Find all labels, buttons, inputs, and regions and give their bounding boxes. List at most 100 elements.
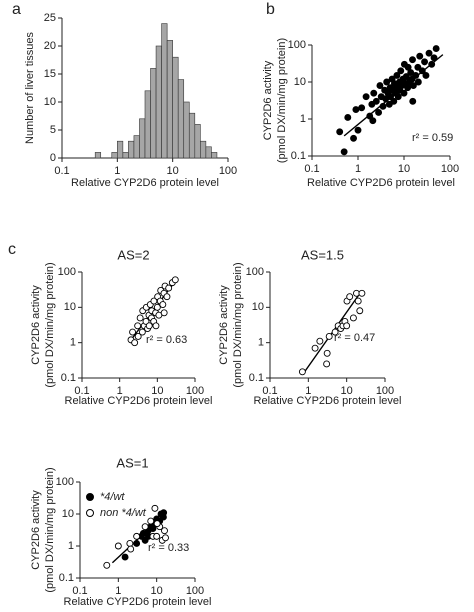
point [134, 322, 142, 330]
point [311, 344, 319, 352]
annotation: r² = 0.63 [146, 334, 187, 346]
y-tick-label: 5 [50, 124, 56, 136]
point [323, 349, 331, 357]
y-axis-title: (pmol DX/min/mg protein) [232, 262, 244, 387]
x-tick-label: 0.1 [72, 585, 87, 597]
bar [122, 152, 129, 159]
point [394, 93, 402, 101]
point [152, 322, 160, 330]
y-tick-label: 20 [44, 40, 56, 52]
annotation: r² = 0.59 [412, 132, 453, 144]
point [393, 72, 401, 79]
y-tick-label: 0.1 [59, 572, 74, 584]
bar [155, 45, 162, 159]
bar [161, 23, 168, 159]
y-tick-label: 100 [288, 39, 306, 51]
bar [211, 152, 218, 159]
y-tick-label: 0 [50, 152, 56, 164]
x-tick-label: 0.1 [262, 385, 277, 397]
point [370, 89, 378, 97]
annotation: r² = 0.47 [334, 332, 375, 344]
bar [183, 101, 190, 159]
point [136, 314, 144, 322]
point [349, 314, 357, 322]
point [133, 532, 141, 540]
point [153, 303, 161, 311]
y-tick-label: 0.1 [249, 372, 264, 384]
y-axis-title: (pmol DX/min/mg protein) [44, 262, 56, 387]
bar [205, 146, 212, 159]
chart-title: AS=1 [116, 455, 148, 470]
point [344, 114, 352, 121]
point [418, 67, 426, 75]
point [383, 78, 391, 86]
point [425, 49, 433, 57]
y-axis-title: CYP2D6 activity [262, 60, 274, 140]
y-tick-label: 10 [294, 76, 306, 88]
point [343, 322, 351, 330]
y-tick-label: 100 [58, 266, 76, 278]
point [346, 293, 354, 301]
point [331, 328, 339, 336]
point [414, 63, 422, 71]
x-tick-label: 0.1 [54, 165, 69, 177]
bar [166, 40, 173, 159]
x-tick-label: 1 [115, 585, 121, 597]
annotation: r² = 0.33 [148, 542, 189, 554]
point [372, 97, 380, 105]
point [414, 78, 422, 86]
y-axis-title: CYP2D6 activity [218, 285, 230, 365]
point [422, 72, 430, 79]
x-axis-title: Relative CYP2D6 protein level [307, 177, 455, 189]
point [161, 527, 168, 535]
point [325, 332, 333, 340]
point [358, 289, 366, 297]
point [354, 126, 362, 134]
point [409, 56, 416, 64]
y-axis-title: (pmol DX/min/mg protein) [44, 467, 56, 592]
x-axis-title: Relative CYP2D6 protein level [71, 177, 219, 189]
panel-label: c [8, 241, 16, 258]
y-tick-label: 1 [258, 337, 264, 349]
x-tick-label: 1 [114, 165, 120, 177]
point [121, 553, 129, 561]
y-tick-label: 10 [64, 301, 76, 313]
bar [150, 68, 157, 159]
point [153, 532, 161, 540]
y-tick-label: 100 [246, 266, 264, 278]
point [160, 309, 168, 317]
point [354, 297, 362, 305]
point [133, 540, 141, 547]
legend-label: *4/wt [100, 491, 125, 503]
bar [188, 112, 196, 159]
y-axis-title: (pmol DX/min/mg protein) [276, 38, 288, 163]
point [366, 112, 374, 120]
x-tick-label: 10 [341, 385, 353, 397]
y-tick-label: 1 [68, 540, 74, 552]
bar [133, 135, 140, 159]
panel-label: a [12, 1, 21, 18]
point [356, 307, 364, 315]
point [407, 69, 415, 77]
point [163, 293, 171, 301]
point [103, 561, 111, 569]
x-tick-label: 1 [117, 385, 123, 397]
bar [177, 79, 185, 159]
point [162, 534, 169, 542]
point [151, 504, 159, 512]
point [153, 520, 161, 528]
bar [111, 152, 118, 159]
x-tick-label: 100 [441, 163, 459, 175]
x-axis-title: Relative CYP2D6 protein level [254, 395, 402, 407]
legend-marker [86, 493, 94, 501]
x-tick-label: 10 [151, 585, 163, 597]
y-axis-title: CYP2D6 activity [30, 490, 42, 570]
point [362, 93, 370, 101]
point [323, 360, 331, 368]
chart-title: AS=2 [117, 247, 149, 262]
point [379, 102, 387, 110]
point [421, 58, 429, 66]
point [428, 60, 436, 68]
x-tick-label: 0.1 [74, 385, 89, 397]
point [114, 542, 122, 550]
